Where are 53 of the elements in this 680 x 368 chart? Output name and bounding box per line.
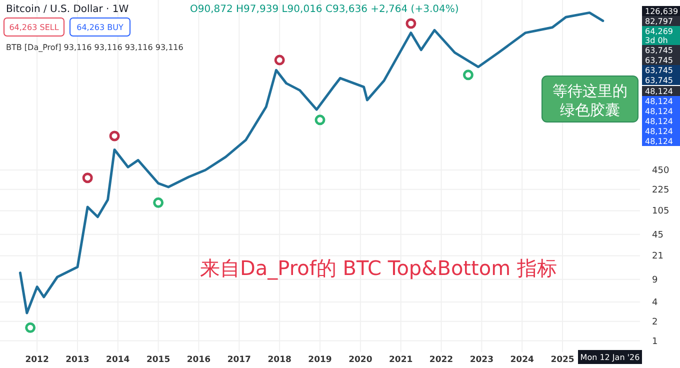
text: 48,124 bbox=[645, 127, 673, 136]
annotation: 64,263 SELL bbox=[9, 23, 60, 32]
point bbox=[462, 70, 474, 80]
annotation: 等待这里的绿色胶囊 bbox=[552, 82, 628, 119]
text: 63,745 bbox=[645, 76, 673, 85]
y-tick-label: 4 bbox=[652, 298, 658, 308]
annotation: 64,263 BUY bbox=[76, 23, 124, 32]
text: 48,124 bbox=[645, 137, 673, 146]
text: Mon 12 Jan '26 bbox=[580, 353, 640, 362]
point bbox=[82, 172, 93, 184]
x-tick-label: 2017 bbox=[227, 355, 252, 365]
y-tick-label: 45 bbox=[652, 230, 664, 240]
x-tick-label: 2021 bbox=[389, 355, 413, 365]
point bbox=[153, 197, 164, 208]
x-tick-label: 2014 bbox=[106, 355, 130, 365]
y-tick-label: 1 bbox=[652, 336, 658, 347]
y-tick-label: 105 bbox=[652, 206, 670, 217]
x-tick-label: 2024 bbox=[510, 355, 534, 365]
x-tick-label: 2023 bbox=[470, 355, 494, 365]
x-tick-label: 2013 bbox=[66, 355, 90, 365]
text: 48,124 bbox=[645, 117, 673, 126]
text: 126,639 bbox=[645, 7, 678, 16]
text: 63,745 bbox=[645, 66, 673, 75]
x-tick-label: 2018 bbox=[268, 355, 292, 365]
y-tick-label: 9 bbox=[652, 275, 658, 286]
x-tick-label: 2019 bbox=[308, 355, 332, 365]
text: 63,745 bbox=[645, 46, 673, 55]
text: 3d 0h bbox=[645, 36, 668, 45]
chart-subtitle: O90,872 H97,939 L90,016 C93,636 +2,764 (+3.04%) bbox=[190, 4, 459, 15]
text: 48,124 bbox=[645, 87, 673, 96]
point bbox=[406, 18, 416, 29]
y-tick-label: 450 bbox=[652, 166, 670, 176]
chart-title: Bitcoin / U.S. Dollar · 1W bbox=[6, 4, 129, 15]
x-tick-label: 2012 bbox=[25, 355, 49, 365]
text: 82,797 bbox=[645, 17, 673, 26]
point bbox=[314, 114, 326, 126]
annotation: 来自Da_Prof的 BTC Top&Bottom 指标 bbox=[200, 256, 557, 280]
point bbox=[25, 322, 36, 333]
x-tick-label: 2020 bbox=[348, 355, 372, 365]
annotation: BTB [Da_Prof] 93,116 93,116 93,116 93,116 bbox=[6, 43, 184, 52]
text: 48,124 bbox=[645, 97, 673, 106]
text: 63,745 bbox=[645, 56, 673, 65]
point bbox=[109, 130, 120, 142]
x-tick-label: 2022 bbox=[429, 355, 454, 365]
y-tick-label: 2 bbox=[652, 317, 658, 328]
x-tick-label: 2015 bbox=[146, 355, 170, 365]
y-tick-label: 225 bbox=[652, 185, 670, 196]
text: 48,124 bbox=[645, 107, 673, 116]
point bbox=[274, 54, 285, 66]
y-tick-label: 21 bbox=[652, 252, 664, 262]
x-tick-label: 2016 bbox=[186, 355, 211, 365]
text: 64,269 bbox=[645, 27, 673, 36]
x-tick-label: 2025 bbox=[550, 355, 574, 365]
